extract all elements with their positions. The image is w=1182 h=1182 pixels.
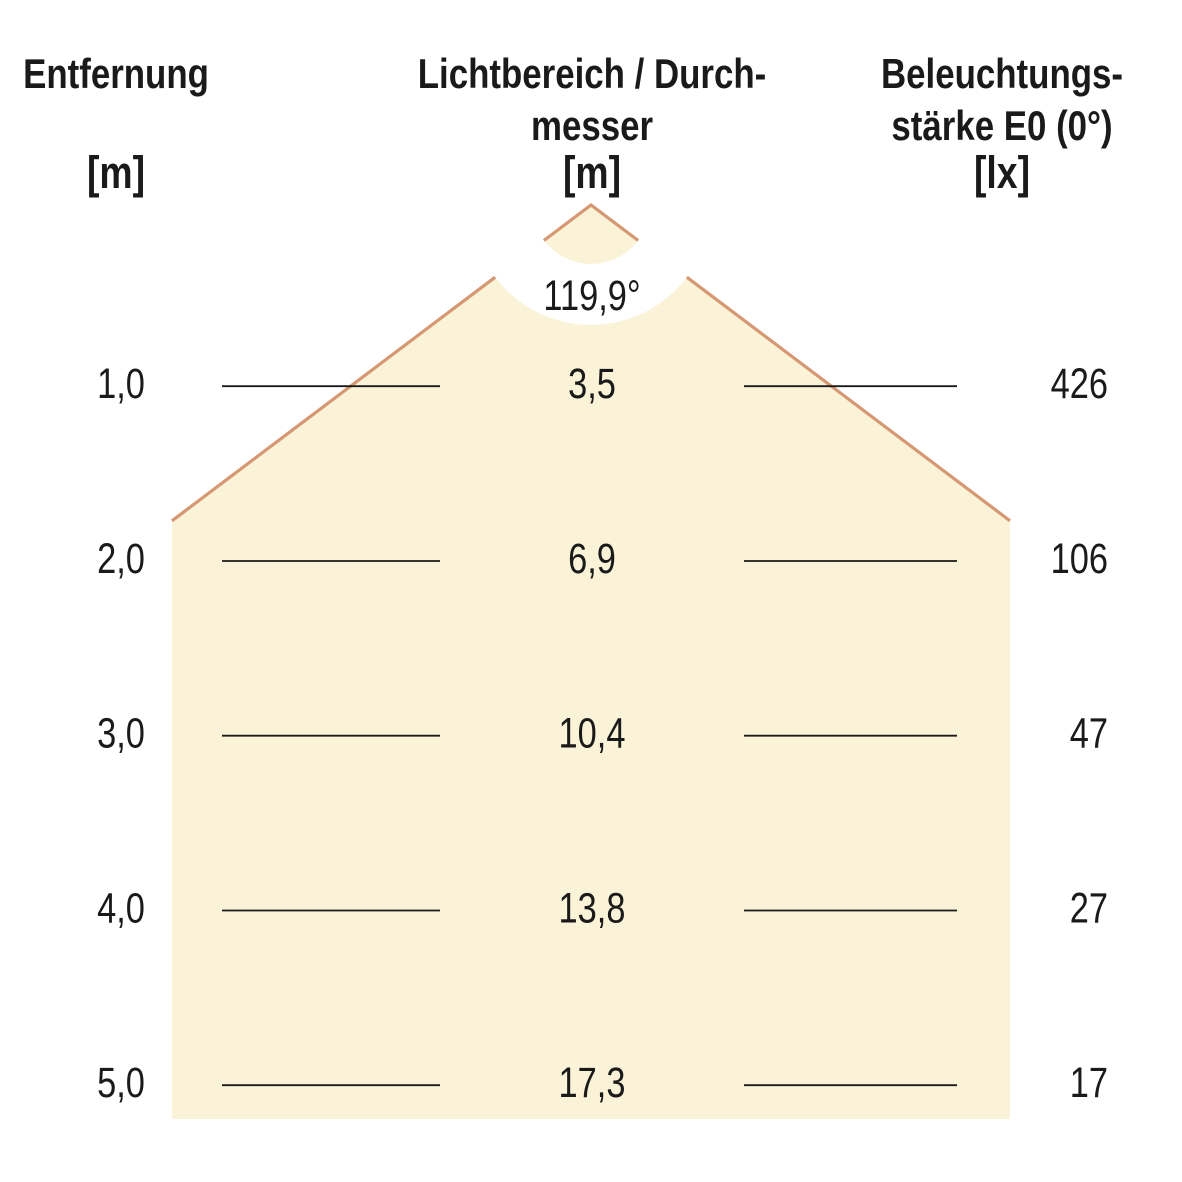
svg-text:106: 106 bbox=[1051, 535, 1108, 582]
svg-text:119,9°: 119,9° bbox=[543, 272, 640, 319]
svg-text:Entfernung: Entfernung bbox=[23, 51, 209, 98]
svg-text:17: 17 bbox=[1070, 1059, 1108, 1106]
svg-text:47: 47 bbox=[1070, 710, 1108, 757]
svg-text:3,0: 3,0 bbox=[97, 710, 145, 757]
svg-text:1,0: 1,0 bbox=[97, 360, 145, 407]
svg-text:17,3: 17,3 bbox=[559, 1059, 626, 1106]
svg-text:Lichtbereich / Durch-: Lichtbereich / Durch- bbox=[418, 51, 766, 98]
svg-text:messer: messer bbox=[531, 103, 653, 150]
svg-text:13,8: 13,8 bbox=[559, 885, 626, 932]
svg-text:2,0: 2,0 bbox=[97, 535, 145, 582]
svg-text:6,9: 6,9 bbox=[568, 535, 616, 582]
svg-text:5,0: 5,0 bbox=[97, 1059, 145, 1106]
svg-text:10,4: 10,4 bbox=[559, 710, 626, 757]
svg-text:Beleuchtungs-: Beleuchtungs- bbox=[881, 51, 1123, 98]
svg-text:stärke E0 (0°): stärke E0 (0°) bbox=[891, 103, 1112, 150]
svg-text:[m]: [m] bbox=[87, 148, 145, 198]
svg-text:27: 27 bbox=[1070, 885, 1108, 932]
svg-text:4,0: 4,0 bbox=[97, 885, 145, 932]
svg-text:3,5: 3,5 bbox=[568, 360, 616, 407]
svg-text:426: 426 bbox=[1051, 360, 1108, 407]
svg-text:[lx]: [lx] bbox=[974, 148, 1030, 198]
svg-text:[m]: [m] bbox=[563, 148, 621, 198]
